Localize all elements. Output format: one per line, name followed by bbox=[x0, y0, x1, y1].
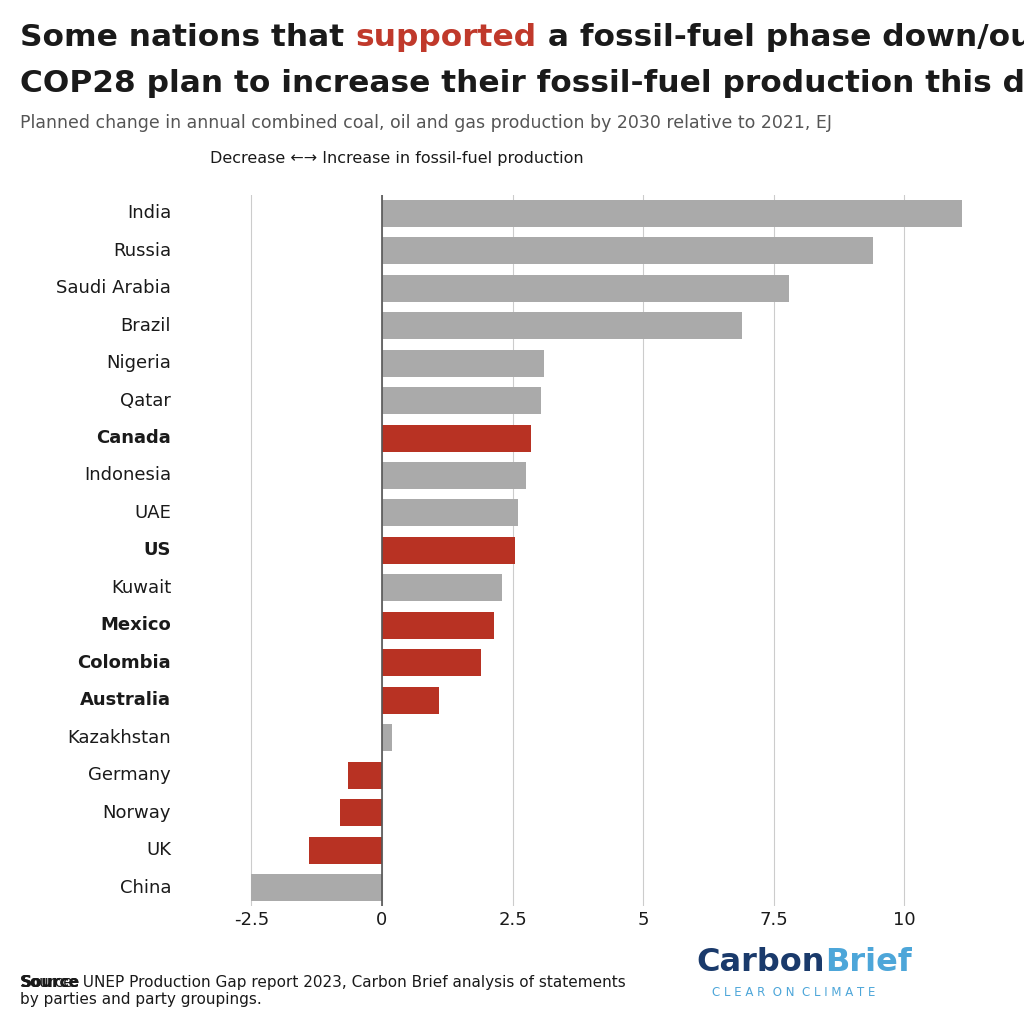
Text: Germany: Germany bbox=[88, 766, 171, 784]
Text: China: China bbox=[120, 879, 171, 896]
Text: India: India bbox=[127, 205, 171, 222]
Text: Russia: Russia bbox=[113, 242, 171, 260]
Text: a fossil-fuel phase down/out at: a fossil-fuel phase down/out at bbox=[537, 23, 1024, 51]
Bar bbox=[382, 349, 544, 377]
Text: Brief: Brief bbox=[824, 947, 911, 978]
Text: Decrease ←→ Increase in fossil-fuel production: Decrease ←→ Increase in fossil-fuel prod… bbox=[210, 151, 584, 166]
Text: Some nations that: Some nations that bbox=[20, 23, 355, 51]
Bar bbox=[382, 274, 790, 302]
Text: Australia: Australia bbox=[80, 691, 171, 710]
Text: Indonesia: Indonesia bbox=[84, 467, 171, 484]
Bar bbox=[252, 874, 382, 901]
Bar bbox=[382, 574, 502, 601]
Text: Source: Source bbox=[20, 975, 80, 990]
Text: Kuwait: Kuwait bbox=[111, 579, 171, 597]
Bar bbox=[348, 762, 382, 788]
Bar bbox=[382, 312, 742, 339]
Text: Planned change in annual combined coal, oil and gas production by 2030 relative : Planned change in annual combined coal, … bbox=[20, 114, 833, 132]
Text: Norway: Norway bbox=[102, 804, 171, 821]
Bar bbox=[382, 500, 518, 526]
Bar bbox=[382, 425, 530, 452]
Text: Nigeria: Nigeria bbox=[106, 354, 171, 372]
Text: Saudi Arabia: Saudi Arabia bbox=[56, 280, 171, 297]
Text: COP28 plan to increase their fossil-fuel production this decade: COP28 plan to increase their fossil-fuel… bbox=[20, 69, 1024, 97]
Bar bbox=[382, 238, 873, 264]
Text: Mexico: Mexico bbox=[100, 616, 171, 634]
Text: Canada: Canada bbox=[96, 429, 171, 447]
Bar bbox=[382, 649, 481, 676]
Bar bbox=[382, 537, 515, 564]
Bar bbox=[382, 724, 392, 752]
Bar bbox=[382, 387, 542, 414]
Bar bbox=[382, 687, 439, 714]
Text: Kazakhstan: Kazakhstan bbox=[68, 729, 171, 746]
Text: C L E A R  O N  C L I M A T E: C L E A R O N C L I M A T E bbox=[712, 986, 876, 999]
Text: UAE: UAE bbox=[134, 504, 171, 522]
Bar bbox=[340, 799, 382, 826]
Text: Carbon: Carbon bbox=[696, 947, 824, 978]
Text: Qatar: Qatar bbox=[120, 391, 171, 410]
Bar bbox=[309, 837, 382, 863]
Text: Brazil: Brazil bbox=[121, 316, 171, 335]
Bar bbox=[382, 462, 525, 489]
Text: Source: UNEP Production Gap report 2023, Carbon Brief analysis of statements
by : Source: UNEP Production Gap report 2023,… bbox=[20, 975, 627, 1008]
Text: US: US bbox=[143, 542, 171, 559]
Text: supported: supported bbox=[355, 23, 537, 51]
Text: Colombia: Colombia bbox=[78, 653, 171, 672]
Text: Source: Source bbox=[20, 975, 80, 990]
Bar bbox=[382, 200, 962, 226]
Bar bbox=[382, 611, 495, 639]
Text: UK: UK bbox=[146, 841, 171, 859]
